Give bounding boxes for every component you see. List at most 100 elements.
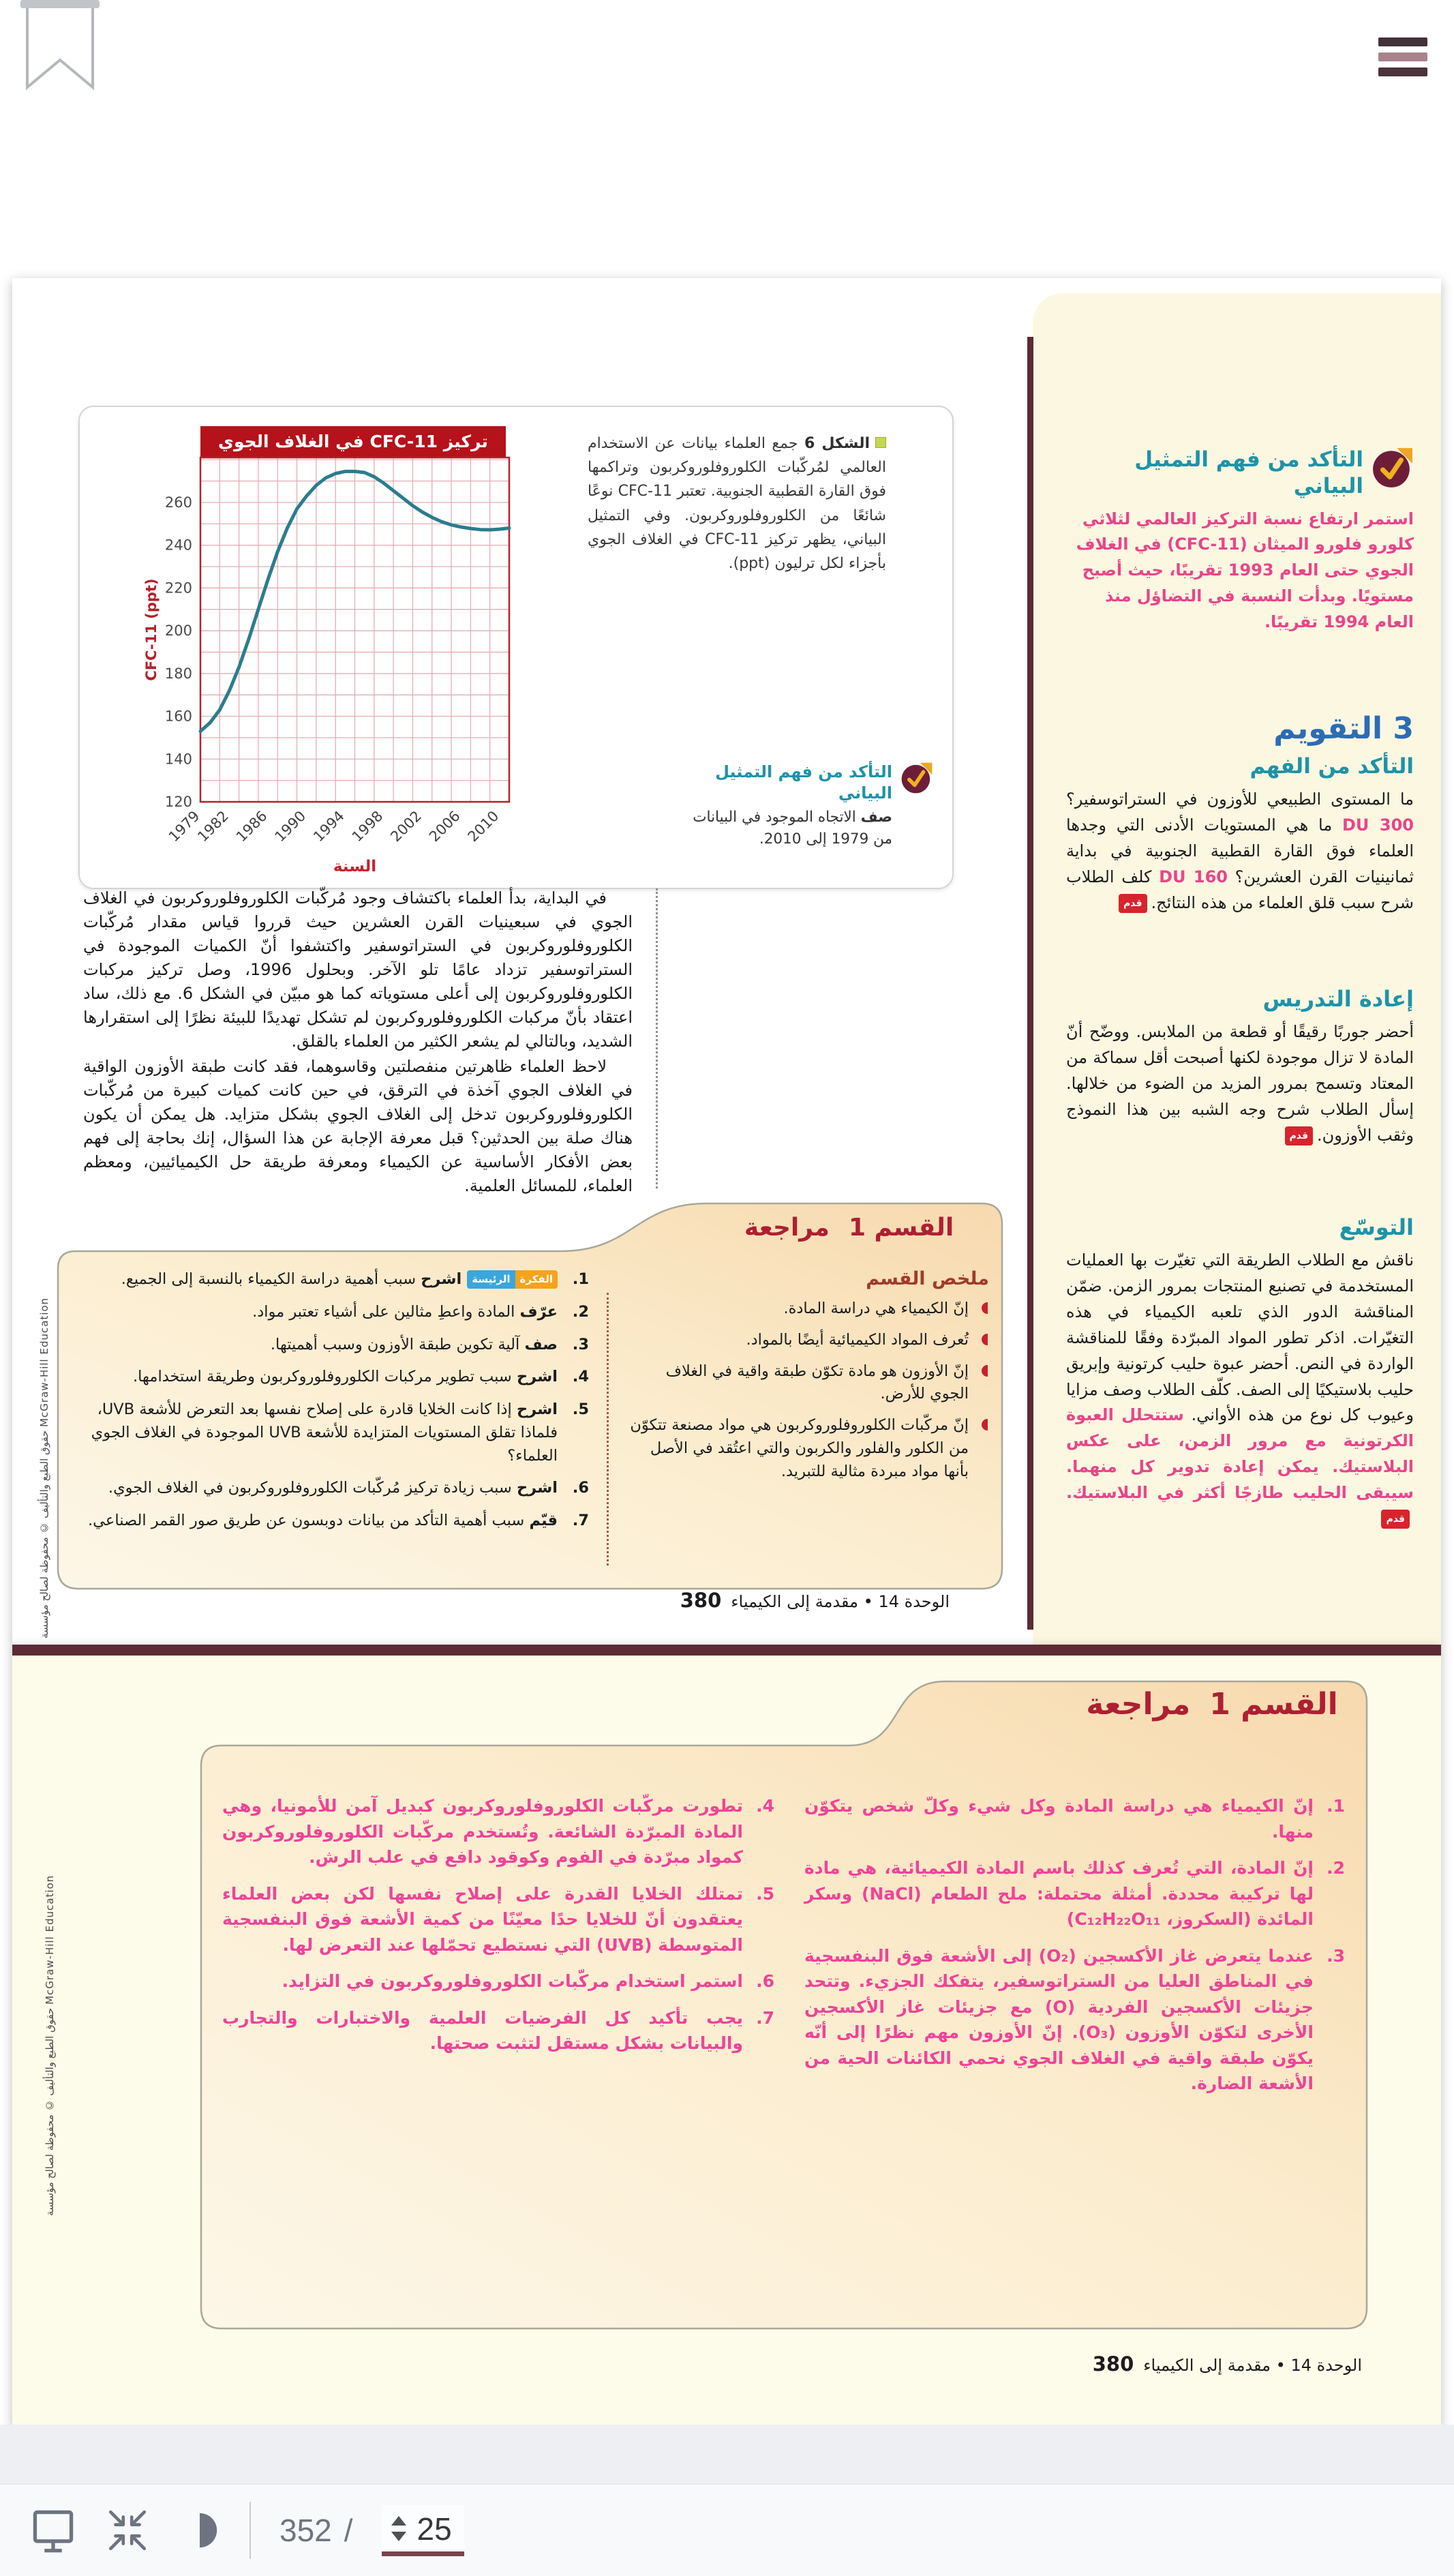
review-title-section: القسم 1 xyxy=(848,1214,954,1242)
reteach-heading: إعادة التدريس xyxy=(1262,986,1414,1012)
hamburger-menu-icon[interactable] xyxy=(1378,38,1427,83)
red-bullet-icon xyxy=(982,1419,988,1431)
main-idea-badge-blue: الرئيسة xyxy=(467,1270,515,1289)
copyright-vertical-text: حقوق الطبع والتأليف © محفوظة لصالح مؤسسة… xyxy=(38,1297,50,1638)
svg-text:1986: 1986 xyxy=(233,808,271,845)
svg-text:السنة: السنة xyxy=(333,858,376,875)
figure-6-box: تركيز CFC-11 في الغلاف الجوي 120 140 160 18… xyxy=(78,406,954,889)
summary-item: إنّ مركّبات الكلوروفلوروكربون هي مواد مص… xyxy=(622,1414,989,1483)
review-questions: 1. الفكرة الرئيسة اشرح سبب أهمية دراسة الكي… xyxy=(80,1268,593,1542)
summary-item: إنّ الأوزون هو مادة تكوّن طبقة واقية في … xyxy=(622,1360,989,1407)
answer-text: يجب تأكيد كل الفرضيات العلمية والاختبارا… xyxy=(222,2007,743,2054)
main-idea-badge: الفكرة الرئيسة xyxy=(467,1270,558,1289)
summary-item-text: إنّ الأوزون هو مادة تكوّن طبقة واقية في … xyxy=(665,1362,969,1403)
sidebar-divider-rule xyxy=(1027,337,1033,1630)
bookmark-ribbon-icon[interactable] xyxy=(20,0,100,98)
presentation-screen-icon[interactable] xyxy=(30,2507,76,2553)
answer-number: 1. xyxy=(1327,1796,1345,1816)
page-number-input[interactable]: 25 xyxy=(416,2511,452,2547)
svg-text:1998: 1998 xyxy=(349,808,387,845)
answer-item: 1. إنّ الكيمياء هي دراسة المادة وكل شيء و… xyxy=(804,1793,1346,1844)
answer-text: إنّ المادة، التي تُعرف كذلك باسم المادة … xyxy=(804,1858,1314,1929)
review-question: 3. صف آلية تكوين طبقة الأوزون وسبب أهميته… xyxy=(80,1334,593,1357)
footer-label: الوحدة 14 • مقدمة إلى الكيمياء xyxy=(1143,2356,1362,2375)
svg-text:1982: 1982 xyxy=(194,808,232,845)
svg-text:160: 160 xyxy=(165,708,192,725)
section-summary: ملخص القسم إنّ الكيمياء هي دراسة المادة.… xyxy=(622,1268,989,1491)
menu-bar-top xyxy=(1378,38,1427,46)
answer-item: 7. يجب تأكيد كل الفرضيات العلمية والاختبا… xyxy=(222,2005,776,2056)
review-question: 6. اشرح سبب زيادة تركيز مُركّبات الكلوروف… xyxy=(80,1477,593,1500)
svg-text:140: 140 xyxy=(165,751,192,767)
column-divider-dotted xyxy=(656,888,658,1188)
assess-a1: 300 DU xyxy=(1342,815,1414,835)
assess-a2: 160 DU xyxy=(1159,867,1228,886)
answers-column-right: 1. إنّ الكيمياء هي دراسة المادة وكل شيء و… xyxy=(804,1793,1346,2108)
answer-text: إنّ الكيمياء هي دراسة المادة وكل شيء وكل… xyxy=(804,1796,1314,1842)
page-top-rule xyxy=(12,1645,1441,1656)
answer-number: 3. xyxy=(1327,1945,1345,1966)
red-bullet-icon xyxy=(982,1364,988,1377)
stepper-up-icon[interactable] xyxy=(391,2516,406,2526)
extend-body: ناقش مع الطلاب الطريقة التي تغيّرت بها ا… xyxy=(1066,1248,1414,1532)
answer-item: 2. إنّ المادة، التي تُعرف كذلك باسم الماد… xyxy=(804,1855,1346,1932)
caption-text: جمع العلماء بيانات عن الاستخدام العالمي … xyxy=(588,435,886,572)
assess-body: ما المستوى الطبيعي للأوزون في الستراتوسف… xyxy=(1066,787,1414,916)
footer-label: الوحدة 14 • مقدمة إلى الكيمياء xyxy=(731,1592,950,1611)
figure-check-understanding: التأكد من فهم التمثيل البياني صف الاتجاه… xyxy=(680,762,933,850)
cfc-line-chart: 120 140 160 180 200 220 240 260 1979 1982 1986 1990… xyxy=(80,407,530,887)
question-text: سبب أهمية دراسة الكيمياء بالنسبة إلى الج… xyxy=(121,1270,416,1288)
toolbar-divider xyxy=(249,2502,251,2559)
figure-check-text: صف الاتجاه الموجود في البيانات من 1979 إ… xyxy=(680,807,892,849)
summary-item: تُعرف المواد الكيميائية أيضًا بالمواد. xyxy=(622,1329,989,1352)
caption-label: الشكل 6 xyxy=(804,435,870,452)
question-number: 3. xyxy=(572,1335,589,1353)
answer-item: 4. تطورت مركّبات الكلوروفلوروكربون كبديل … xyxy=(222,1793,776,1870)
review-title: القسم 1 مراجعة xyxy=(1065,1687,1359,1722)
question-number: 5. xyxy=(572,1401,589,1418)
sidebar-check-graph-section: التأكد من فهم التمثيل البياني استمر ارتف… xyxy=(1066,447,1414,635)
answer-text: عندما يتعرض غاز الأكسجين (O₂) إلى الأشعة… xyxy=(804,1945,1314,2094)
stepper-down-icon[interactable] xyxy=(391,2532,406,2541)
summary-item: إنّ الكيمياء هي دراسة المادة. xyxy=(622,1298,989,1321)
svg-text:220: 220 xyxy=(165,580,192,596)
question-text: المادة واعطِ مثالين على أشياء تعتبر مواد… xyxy=(252,1302,515,1321)
question-verb: صف xyxy=(524,1335,558,1353)
question-verb: اشرح xyxy=(421,1270,462,1288)
check-circle-icon xyxy=(1372,447,1414,500)
summary-item-text: إنّ مركّبات الكلوروفلوروكربون هي مواد مص… xyxy=(630,1416,969,1480)
answer-number: 4. xyxy=(756,1796,774,1816)
sidebar-assess-section: 3 التقويم التأكد من الفهم ما المستوى الط… xyxy=(1066,711,1414,916)
caption-marker-icon xyxy=(875,437,886,448)
footer-page-number: 380 xyxy=(1092,2352,1134,2376)
page-footer: الوحدة 14 • مقدمة إلى الكيمياء 380 xyxy=(933,2352,1362,2376)
figure-check-heading: التأكد من فهم التمثيل البياني xyxy=(715,762,892,803)
answer-item: 5. تمتلك الخلايا القدرة على إصلاح نفسها ل… xyxy=(222,1881,776,1958)
sidebar-reteach-section: إعادة التدريس أحضر جوربًا رقيقًا أو قطعة… xyxy=(1066,985,1414,1149)
footer-page-number: 380 xyxy=(680,1589,722,1612)
page-number-field[interactable]: 25 xyxy=(381,2504,464,2556)
compress-view-icon[interactable] xyxy=(105,2508,150,2553)
svg-text:200: 200 xyxy=(165,623,192,639)
review-title-section: القسم 1 xyxy=(1209,1687,1338,1722)
strategy-badge: قدم xyxy=(1381,1510,1410,1529)
question-text: سبب أهمية التأكد من بيانات دوبسون عن طري… xyxy=(88,1512,525,1529)
body-paragraph-1: في البداية، بدأ العلماء باكتشاف وجود مُر… xyxy=(83,888,633,1051)
page-total: 352 xyxy=(279,2513,332,2548)
assess-heading: 3 التقويم xyxy=(1273,711,1414,746)
question-text: آلية تكوين طبقة الأوزون وسبب أهميتها. xyxy=(270,1335,520,1353)
question-verb: اشرح xyxy=(516,1479,558,1497)
figure-check-body: الاتجاه الموجود في البيانات من 1979 إلى … xyxy=(693,809,892,848)
extend-text-pink: ستتحلل العبوة الكرتونية مع مرور الزمن، ع… xyxy=(1066,1405,1414,1503)
answer-text: تمتلك الخلايا القدرة على إصلاح نفسها لكن… xyxy=(222,1883,743,1955)
question-verb: قيّم xyxy=(529,1512,558,1529)
review-box-outline xyxy=(57,1202,1003,1590)
page-stepper[interactable] xyxy=(391,2516,406,2541)
review-title: القسم 1 مراجعة xyxy=(714,1214,984,1242)
contrast-icon[interactable] xyxy=(179,2509,221,2551)
page-counter-separator: / xyxy=(344,2513,353,2548)
summary-item-text: تُعرف المواد الكيميائية أيضًا بالمواد. xyxy=(746,1330,969,1349)
svg-text:120: 120 xyxy=(165,794,192,810)
question-text: إذا كانت الخلايا قادرة على إصلاح نفسها ب… xyxy=(91,1401,558,1465)
